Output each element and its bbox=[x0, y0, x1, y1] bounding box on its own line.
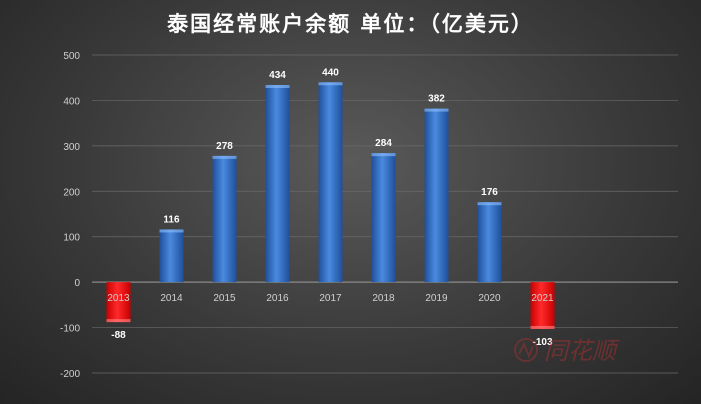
bar-highlight bbox=[265, 84, 290, 88]
x-tick-label: 2014 bbox=[160, 293, 183, 304]
chart-title: 泰国经常账户余额 单位：（亿美元） bbox=[167, 12, 534, 36]
bar-highlight bbox=[424, 108, 449, 112]
bar-2016 bbox=[265, 84, 290, 283]
data-label: 278 bbox=[216, 141, 233, 152]
bar-highlight bbox=[530, 325, 555, 329]
bar-highlight bbox=[477, 202, 502, 206]
x-tick-label: 2018 bbox=[372, 293, 395, 304]
x-tick-label: 2015 bbox=[213, 293, 236, 304]
bar-2021 bbox=[530, 282, 555, 329]
y-tick-label: 100 bbox=[63, 233, 80, 244]
bar-highlight bbox=[159, 229, 184, 233]
bar-2015 bbox=[212, 155, 237, 283]
bar-2017 bbox=[318, 82, 343, 283]
y-tick-label: 400 bbox=[63, 96, 80, 107]
x-tick-label: 2020 bbox=[478, 293, 501, 304]
data-label: 440 bbox=[322, 67, 339, 78]
bar-2013 bbox=[106, 282, 131, 323]
bar-highlight bbox=[371, 153, 396, 157]
bar-2018 bbox=[371, 153, 396, 283]
x-tick-label: 2021 bbox=[531, 293, 554, 304]
data-label: -103 bbox=[532, 337, 552, 348]
bar-highlight bbox=[106, 319, 131, 323]
y-tick-label: -200 bbox=[60, 369, 80, 380]
y-tick-label: 500 bbox=[63, 51, 80, 62]
data-label: 382 bbox=[428, 94, 445, 105]
data-label: 434 bbox=[269, 70, 286, 81]
watermark-logo: 同花顺 bbox=[514, 337, 620, 365]
x-tick-label: 2019 bbox=[425, 293, 448, 304]
watermark-text: 同花顺 bbox=[544, 337, 620, 365]
y-tick-label: 300 bbox=[63, 142, 80, 153]
data-label: 176 bbox=[481, 187, 498, 198]
x-tick-label: 2017 bbox=[319, 293, 342, 304]
y-tick-label: -100 bbox=[60, 324, 80, 335]
y-tick-label: 0 bbox=[74, 278, 80, 289]
x-tick-label: 2016 bbox=[266, 293, 289, 304]
x-tick-label: 2013 bbox=[107, 293, 130, 304]
bar-highlight bbox=[212, 155, 237, 159]
data-label: -88 bbox=[111, 330, 126, 341]
bar-2014 bbox=[159, 229, 184, 283]
data-label: 116 bbox=[163, 214, 180, 225]
bar-highlight bbox=[318, 82, 343, 86]
bar-2020 bbox=[477, 202, 502, 283]
bar-2019 bbox=[424, 108, 449, 283]
y-tick-label: 200 bbox=[63, 187, 80, 198]
data-label: 284 bbox=[375, 138, 392, 149]
